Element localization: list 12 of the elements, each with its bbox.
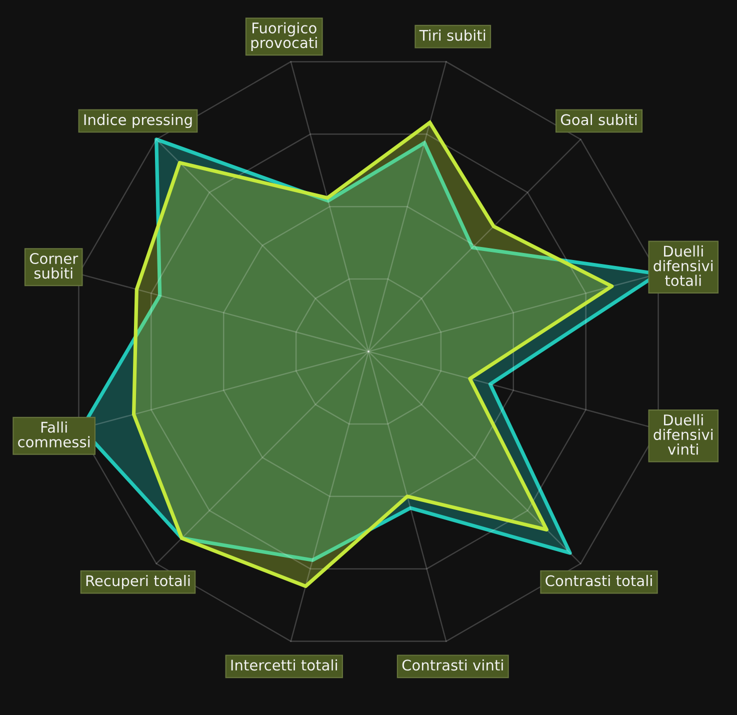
spoke-label: Tiri subiti xyxy=(419,30,486,41)
spoke-label: Contrasti totali xyxy=(546,574,652,586)
spoke-label: Duelli difensivi vinti xyxy=(654,414,713,455)
spoke-label: Indice pressing xyxy=(84,114,192,128)
spoke-label: Fuorigico provocati xyxy=(251,22,317,51)
spoke-label: Recuperi totali xyxy=(86,574,190,590)
spoke-label: Intercetti totali xyxy=(231,659,337,671)
spoke-label: Corner subiti xyxy=(30,252,78,279)
spoke-label: Goal subiti xyxy=(560,114,637,126)
spoke-label: Contrasti vinti xyxy=(402,659,503,671)
spoke-label: Falli commessi xyxy=(18,421,90,448)
spoke-label: Duelli difensivi totali xyxy=(654,245,713,286)
